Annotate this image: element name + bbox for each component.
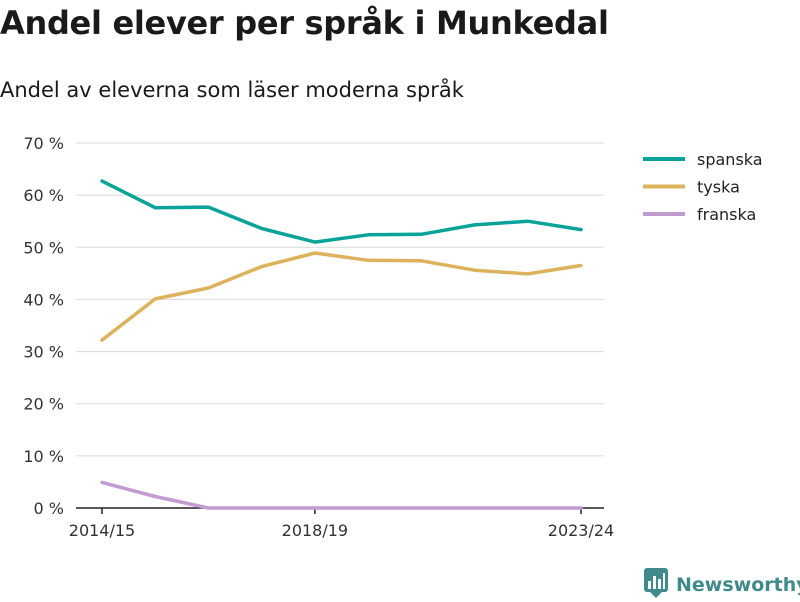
y-tick-label: 10 % — [23, 447, 64, 466]
chart-subtitle: Andel av eleverna som läser moderna språ… — [0, 78, 464, 102]
y-tick-label: 40 % — [23, 290, 64, 309]
legend-label-spanska: spanska — [697, 150, 763, 169]
brand-name: Newsworthy — [676, 574, 800, 596]
chart-title: Andel elever per språk i Munkedal — [0, 4, 609, 42]
y-tick-label: 20 % — [23, 395, 64, 414]
x-tick-label: 2018/19 — [282, 521, 348, 540]
legend-label-franska: franska — [697, 205, 756, 224]
series-line-tyska — [100, 251, 583, 342]
y-tick-label: 50 % — [23, 238, 64, 257]
y-tick-label: 60 % — [23, 186, 64, 205]
legend-label-tyska: tyska — [697, 178, 740, 197]
series-line-spanska — [100, 179, 583, 244]
x-tick-label: 2023/24 — [548, 521, 614, 540]
brand-logo: Newsworthy — [644, 568, 800, 602]
y-tick-label: 30 % — [23, 343, 64, 362]
series-line-franska — [100, 480, 583, 510]
y-tick-label: 0 % — [34, 499, 64, 518]
bar-chart-logo-icon — [644, 568, 668, 602]
x-tick-label: 2014/15 — [69, 521, 135, 540]
y-tick-label: 70 % — [23, 134, 64, 153]
